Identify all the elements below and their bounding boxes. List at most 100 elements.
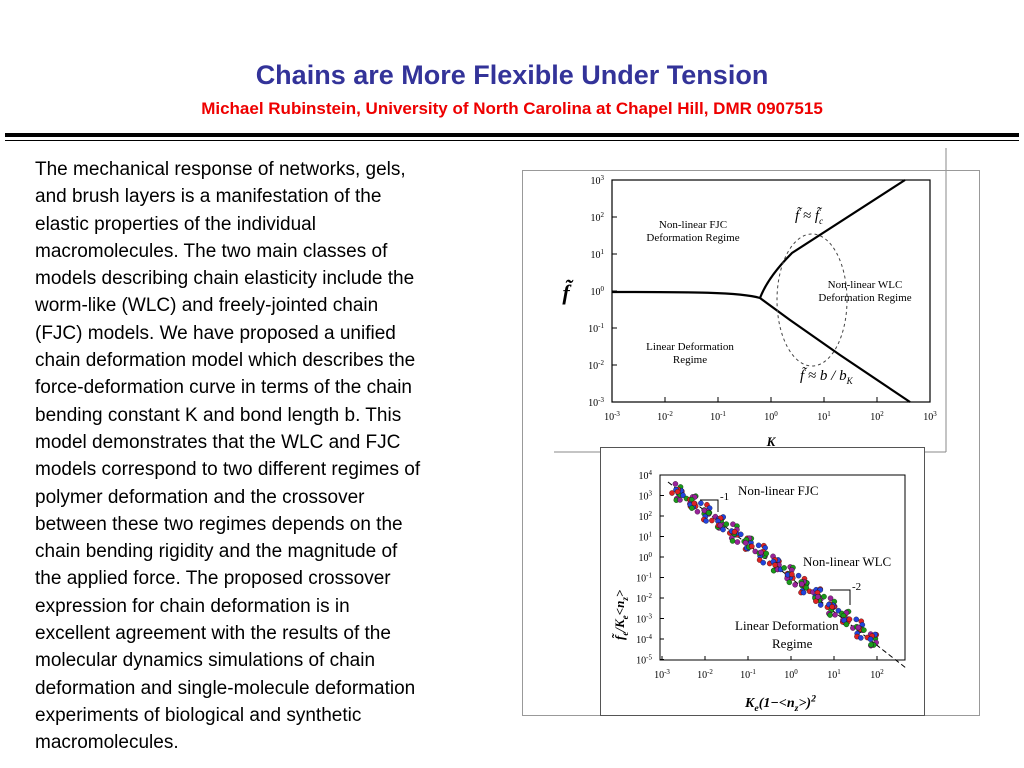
tick-exp: 0 bbox=[649, 551, 653, 559]
tick-exp: 0 bbox=[601, 285, 605, 293]
text-line: bending constant K and bond length b. Th… bbox=[35, 404, 402, 426]
text-line: worm-like (WLC) and freely-jointed chain bbox=[35, 295, 379, 317]
text-line: deformation and single-molecule deformat… bbox=[35, 677, 416, 699]
tick-base: 10 bbox=[923, 412, 933, 423]
tick-base: 10 bbox=[588, 361, 598, 372]
tick-exp: -3 bbox=[646, 613, 652, 621]
text-line: the applied force. The proposed crossove… bbox=[35, 568, 391, 590]
label-part: > bbox=[612, 589, 627, 597]
text-line: between these two regimes depends on the bbox=[35, 513, 403, 535]
point bbox=[705, 510, 712, 516]
crossover-ellipse bbox=[776, 233, 848, 367]
region-label: Regime bbox=[673, 354, 707, 366]
plot-label: Non-linear WLC bbox=[803, 554, 891, 569]
slope-label: -1 bbox=[720, 491, 729, 503]
tick-exp: 4 bbox=[649, 469, 653, 477]
label-part: <n bbox=[612, 601, 627, 616]
text-line: polymer deformation and the crossover bbox=[35, 486, 365, 508]
annotation-main: f̃ ≈ b / b bbox=[800, 367, 847, 384]
body-text: The mechanical response of networks, gel… bbox=[35, 156, 420, 757]
point bbox=[734, 539, 741, 545]
point bbox=[817, 602, 824, 608]
tick-exp: 2 bbox=[880, 410, 884, 418]
annotation: f̃ ≈ f̃c bbox=[795, 207, 823, 226]
tick-base: 10 bbox=[636, 574, 646, 585]
label-part: e bbox=[754, 703, 759, 714]
text-line: macromolecules. bbox=[35, 732, 179, 754]
text-line: models describing chain elasticity inclu… bbox=[35, 268, 415, 290]
point bbox=[815, 594, 821, 600]
rule bbox=[5, 133, 1019, 137]
tick-label: 101 bbox=[639, 531, 653, 544]
point bbox=[749, 543, 755, 550]
label-part: 2 bbox=[810, 693, 816, 704]
tick-exp: 0 bbox=[774, 410, 778, 418]
point bbox=[738, 531, 744, 538]
region-label: Linear Deformation bbox=[646, 341, 734, 353]
slope-triangle bbox=[830, 589, 851, 605]
tick-exp: 0 bbox=[794, 668, 798, 676]
tick-base: 10 bbox=[636, 594, 646, 605]
label-part: >) bbox=[798, 696, 811, 711]
text-line: model demonstrates that the WLC and FJC bbox=[35, 431, 401, 453]
tick-label: 10-2 bbox=[697, 668, 713, 681]
tick-exp: -3 bbox=[598, 396, 604, 404]
tick-exp: 3 bbox=[601, 174, 605, 182]
tick-label: 100 bbox=[639, 551, 653, 564]
label-part: K bbox=[744, 696, 756, 711]
curve bbox=[758, 179, 906, 299]
tick-base: 10 bbox=[817, 412, 827, 423]
point bbox=[846, 616, 853, 623]
text-line: elastic properties of the individual bbox=[35, 213, 316, 235]
tick-base: 10 bbox=[657, 412, 667, 423]
point bbox=[832, 612, 838, 618]
tick-exp: 1 bbox=[601, 248, 605, 256]
label-part: (1−<n bbox=[759, 696, 795, 711]
point bbox=[858, 635, 864, 641]
point bbox=[868, 641, 874, 648]
tick-label: 102 bbox=[870, 410, 884, 423]
text-line: force-deformation curve in terms of the … bbox=[35, 377, 413, 399]
tick-base: 10 bbox=[827, 670, 837, 681]
tick-base: 10 bbox=[654, 670, 664, 681]
text-line: (FJC) models. We have proposed a unified bbox=[35, 322, 396, 344]
slope-label: -2 bbox=[852, 581, 861, 593]
point bbox=[799, 581, 805, 587]
region-label: Non-linear FJC bbox=[659, 219, 727, 231]
tick-exp: 2 bbox=[649, 510, 653, 518]
tick-exp: 1 bbox=[827, 410, 831, 418]
tick-exp: -5 bbox=[646, 654, 652, 662]
tick-exp: -2 bbox=[707, 668, 713, 676]
region-label: Deformation Regime bbox=[818, 292, 911, 304]
tick-base: 10 bbox=[870, 412, 880, 423]
text-line: excellent agreement with the results of … bbox=[35, 623, 391, 645]
region-label: Deformation Regime bbox=[646, 232, 739, 244]
tick-label: 103 bbox=[591, 174, 605, 187]
tick-base: 10 bbox=[639, 471, 649, 482]
label-part: z bbox=[794, 703, 799, 714]
tick-base: 10 bbox=[784, 670, 794, 681]
tick-label: 101 bbox=[817, 410, 831, 423]
point bbox=[758, 549, 764, 556]
tick-base: 10 bbox=[591, 250, 601, 261]
tick-exp: -1 bbox=[750, 668, 756, 676]
point bbox=[723, 521, 730, 527]
y-axis-label: f̃ bbox=[562, 280, 573, 305]
point bbox=[717, 522, 724, 529]
annotation-sub: c bbox=[819, 216, 823, 226]
tick-exp: -4 bbox=[646, 633, 652, 641]
label-part: e bbox=[620, 615, 630, 619]
tick-base: 10 bbox=[697, 670, 707, 681]
point bbox=[786, 579, 793, 586]
point bbox=[861, 627, 867, 633]
label-part: f̃ bbox=[612, 633, 627, 640]
tick-base: 10 bbox=[639, 533, 649, 544]
tick-label: 10-1 bbox=[740, 668, 756, 681]
tick-base: 10 bbox=[639, 492, 649, 503]
tick-base: 10 bbox=[639, 512, 649, 523]
tick-base: 10 bbox=[591, 176, 601, 187]
tick-label: 10-3 bbox=[654, 668, 670, 681]
tick-exp: -3 bbox=[664, 668, 670, 676]
point bbox=[792, 581, 798, 588]
